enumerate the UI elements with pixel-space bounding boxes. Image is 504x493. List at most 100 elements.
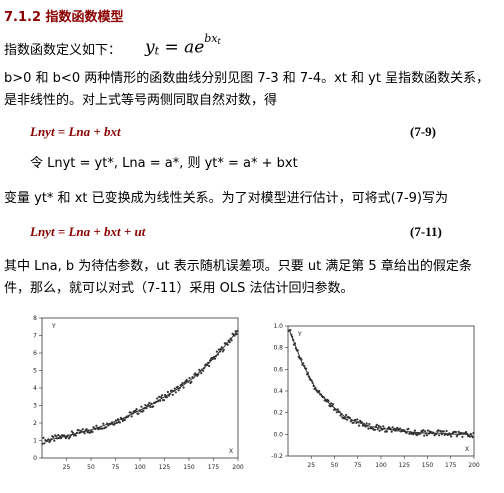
data-point [291, 335, 294, 338]
data-point [455, 435, 458, 438]
x-tick-label: 175 [208, 464, 220, 471]
data-point [228, 341, 231, 344]
data-point [329, 405, 332, 408]
data-point [69, 434, 72, 437]
data-point [206, 363, 209, 366]
data-point [111, 421, 114, 424]
data-point [221, 350, 224, 353]
data-point [143, 407, 146, 410]
data-point [52, 435, 55, 439]
data-point [178, 386, 181, 390]
data-point [374, 425, 377, 428]
data-point [358, 424, 361, 427]
x-tick-label: 125 [159, 464, 171, 471]
data-point [91, 430, 94, 433]
data-point [368, 422, 371, 426]
data-point [211, 357, 215, 360]
data-point [362, 422, 365, 425]
plot-frame [41, 317, 239, 459]
equation-7-9: Lnyt = Lna + bxt [30, 124, 121, 139]
data-point [226, 343, 229, 346]
data-point [157, 400, 160, 403]
exponential-formula: yt = aebxt [145, 32, 221, 58]
data-point [413, 429, 416, 432]
data-point [53, 439, 56, 442]
data-point [340, 412, 343, 416]
data-point [442, 430, 445, 433]
data-point [334, 408, 337, 411]
data-point [423, 434, 426, 437]
data-point [439, 430, 443, 433]
x-tick-label: 125 [399, 462, 411, 469]
data-point [41, 442, 44, 445]
y-tick-label: 0.2 [273, 410, 283, 417]
data-point [375, 423, 378, 426]
data-point [289, 328, 292, 332]
data-point [227, 339, 230, 342]
paragraph-3-line-2: 件，那么，就可以对式（7-11）采用 OLS 法估计回归参数。 [4, 281, 354, 296]
data-point [405, 431, 408, 434]
data-point [346, 418, 349, 421]
y-tick-label: 6 [33, 350, 37, 357]
data-point [170, 389, 173, 392]
data-point [208, 364, 211, 368]
data-point [338, 410, 341, 413]
data-point [366, 424, 369, 427]
data-point [203, 366, 206, 370]
data-point [49, 439, 52, 442]
data-point [215, 350, 218, 353]
data-point [129, 411, 132, 414]
data-point [425, 434, 429, 437]
data-point [120, 418, 123, 421]
data-point [422, 429, 425, 432]
data-point [229, 337, 232, 340]
figure-7-4-chart: 25 50 75 100 125 150 175 200 -0.2 0.0 0.2 0.4 0.6 0.8… [271, 323, 480, 469]
data-point [440, 433, 443, 436]
y-tick-label: 3 [33, 403, 37, 410]
y-axis-label: Y [297, 331, 302, 338]
data-point [167, 394, 170, 397]
data-point [102, 422, 105, 425]
data-point [306, 371, 310, 374]
data-point [86, 431, 89, 434]
data-point [50, 438, 53, 441]
data-point [182, 386, 185, 389]
x-tick-label: 100 [134, 464, 146, 471]
data-point [131, 412, 134, 415]
data-point [222, 348, 225, 351]
data-point [296, 349, 299, 352]
paragraph-1-line-1: b>0 和 b<0 两种情形的函数曲线分别见图 7-3 和 7-4。xt 和 y… [4, 71, 490, 86]
data-point [59, 435, 62, 438]
data-point [396, 426, 399, 430]
data-point [377, 424, 380, 427]
data-point [94, 427, 97, 431]
data-point [310, 379, 313, 382]
data-point [233, 334, 236, 337]
data-point [399, 427, 402, 430]
data-point [426, 429, 430, 432]
data-point [415, 434, 418, 437]
data-point [456, 433, 459, 436]
paragraph-2: 变量 yt* 和 xt 已变换成为线性关系。为了对模型进行估计，可将式(7-9)… [4, 191, 448, 206]
data-point [220, 346, 223, 349]
data-point [424, 430, 427, 433]
data-point [468, 435, 471, 438]
equation-number-7-9: (7-9) [410, 124, 436, 139]
data-point [194, 372, 197, 375]
data-point [134, 409, 137, 412]
data-point [294, 347, 297, 350]
data-point [385, 430, 389, 433]
data-point [383, 427, 386, 430]
data-point [391, 426, 394, 429]
data-point [322, 396, 325, 399]
data-point [139, 410, 142, 413]
data-point [95, 424, 98, 427]
data-point [360, 421, 363, 424]
data-point [80, 430, 83, 433]
data-point [106, 422, 109, 425]
data-point [130, 415, 133, 418]
data-point [461, 435, 464, 438]
data-point [42, 436, 45, 439]
data-point [292, 338, 295, 341]
equation-number-7-11: (7-11) [410, 224, 442, 239]
